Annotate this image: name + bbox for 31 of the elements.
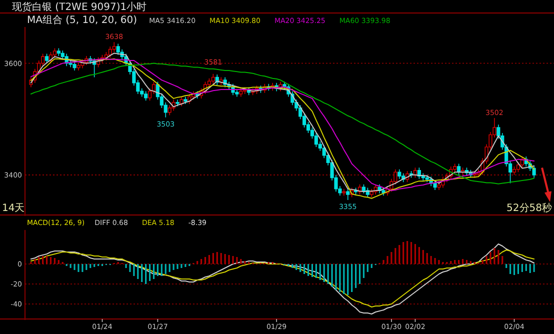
candlestick xyxy=(398,168,402,180)
candlestick xyxy=(370,188,374,198)
candlestick xyxy=(346,188,350,200)
candlestick xyxy=(425,174,429,183)
line-series xyxy=(30,250,535,308)
candlestick xyxy=(144,90,148,102)
line-series xyxy=(30,244,535,314)
candlestick xyxy=(211,73,215,84)
candlestick xyxy=(532,165,536,178)
candlestick xyxy=(72,61,76,71)
candlestick xyxy=(362,184,366,194)
candlestick xyxy=(239,88,243,98)
candlestick xyxy=(108,46,112,58)
candlestick xyxy=(382,187,386,196)
candlestick xyxy=(433,180,437,190)
candlestick xyxy=(184,96,188,104)
candlestick xyxy=(116,43,120,56)
candlestick xyxy=(342,188,346,196)
candlestick xyxy=(472,170,476,178)
candlestick xyxy=(180,96,184,107)
text: 14天 xyxy=(2,203,25,214)
candlestick xyxy=(148,88,152,102)
candlestick xyxy=(56,48,60,56)
annotation: 52分58秒 xyxy=(506,202,552,214)
candlestick xyxy=(152,81,156,94)
candlestick xyxy=(512,166,516,176)
candlestick xyxy=(44,53,49,64)
candlestick xyxy=(176,99,180,107)
legend-title: MA组合 (5, 10, 20, 60) xyxy=(27,14,138,26)
chart-title: 现货白银 (T2WE 9097)1小时 xyxy=(12,1,147,13)
candlestick xyxy=(76,62,80,71)
